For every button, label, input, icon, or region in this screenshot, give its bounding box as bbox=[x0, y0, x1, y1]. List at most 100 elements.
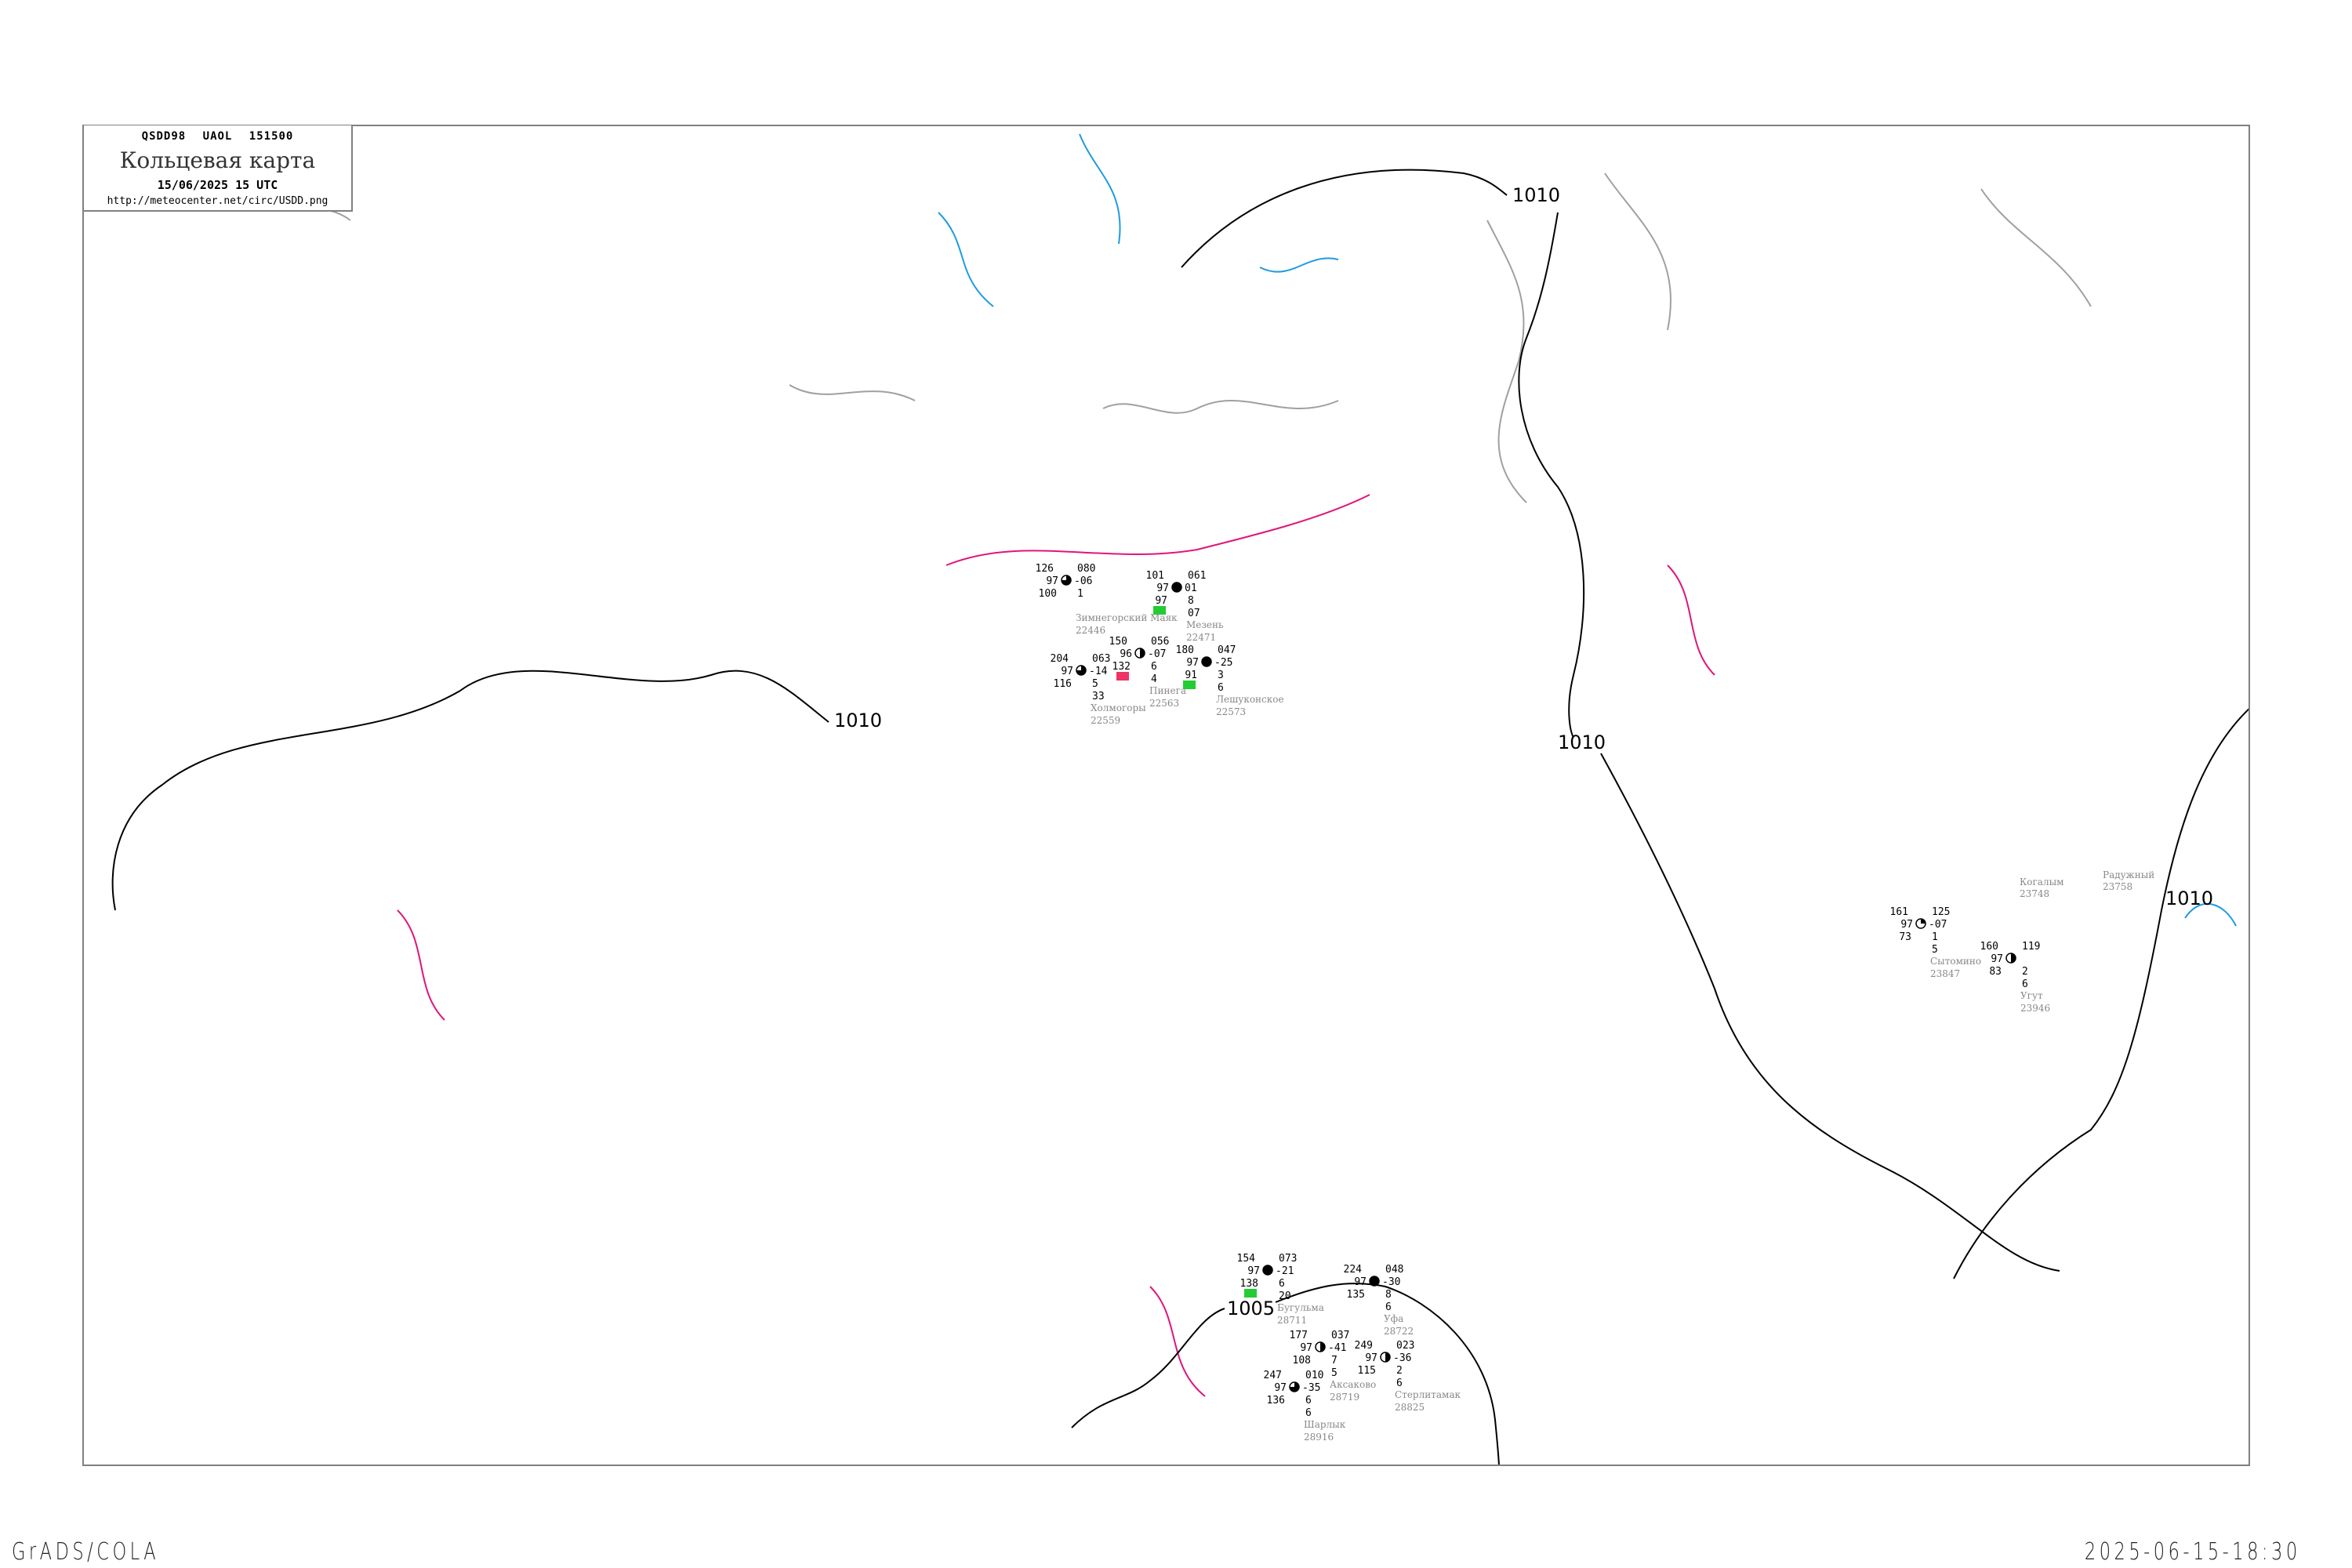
station-value-bl: 73 bbox=[1899, 931, 1911, 943]
station-value-br1: 8 bbox=[1188, 595, 1194, 607]
station-value-tr: 119 bbox=[2022, 941, 2040, 953]
station-value-tl: 101 bbox=[1146, 570, 1164, 582]
weather-map: 1010 1010 1010 1010 1005 154 073 97 -21 138 6 20 Бу… bbox=[82, 125, 2250, 1466]
isobar-label: 1010 bbox=[834, 710, 882, 731]
station-id: 22471 bbox=[1186, 632, 1216, 643]
station-value-bl: 138 bbox=[1240, 1278, 1258, 1290]
coastlines bbox=[256, 172, 2092, 503]
cloud-fill bbox=[2011, 953, 2016, 963]
map-header: QSDD98 UAOL 151500 Кольцевая карта 15/06… bbox=[84, 125, 353, 212]
source-url: http://meteocenter.net/circ/USDD.png bbox=[107, 195, 328, 207]
station-value-tl: 161 bbox=[1890, 906, 1908, 918]
station-value-br2: 07 bbox=[1188, 608, 1200, 619]
station-id: 22563 bbox=[1149, 698, 1179, 709]
station-value-br1: 7 bbox=[1331, 1355, 1338, 1367]
river bbox=[938, 133, 1339, 307]
observation-marker bbox=[1116, 672, 1129, 681]
isobar-label: 1010 bbox=[1512, 184, 1560, 206]
station-value-tl: 249 bbox=[1355, 1340, 1373, 1352]
observation-marker bbox=[1153, 606, 1166, 615]
cloud-fill bbox=[1140, 648, 1145, 658]
station-name: Бугульма bbox=[1277, 1302, 1324, 1313]
station-value-br1: 1 bbox=[1077, 588, 1083, 600]
station-name: Уфа bbox=[1384, 1313, 1403, 1324]
station-value-br2: 5 bbox=[1932, 944, 1938, 956]
station-value-mr: -14 bbox=[1089, 666, 1108, 677]
lake bbox=[2184, 903, 2237, 927]
station-value-tr: 061 bbox=[1188, 570, 1206, 582]
station-value-br1: 6 bbox=[1279, 1278, 1285, 1290]
station-id: 23946 bbox=[2020, 1003, 2050, 1014]
station-id: 28711 bbox=[1277, 1315, 1307, 1326]
station-value-mr: -06 bbox=[1074, 575, 1092, 587]
station-id: 22559 bbox=[1091, 715, 1120, 726]
cloud-fill bbox=[1202, 657, 1211, 666]
station-value-bl: 135 bbox=[1347, 1289, 1365, 1301]
isotherms bbox=[397, 494, 1715, 1397]
station-value-ml: 97 bbox=[1354, 1276, 1367, 1288]
station-value-tl: 150 bbox=[1109, 636, 1127, 648]
station-value-tr: 063 bbox=[1092, 653, 1110, 665]
station-value-ml: 97 bbox=[1156, 583, 1169, 594]
station-value-br2: 20 bbox=[1279, 1290, 1291, 1302]
station-value-ml: 97 bbox=[1991, 953, 2003, 965]
cloud-fill bbox=[1172, 583, 1181, 592]
station-value-tr: 023 bbox=[1396, 1340, 1414, 1352]
station-value-tl: 204 bbox=[1051, 653, 1069, 665]
station-value-mr: -07 bbox=[1929, 919, 1947, 931]
station-value-br2: 4 bbox=[1151, 673, 1157, 685]
station-value-tr: 037 bbox=[1331, 1330, 1349, 1341]
station-name: Мезень bbox=[1186, 619, 1224, 630]
station-value-bl: 83 bbox=[1989, 966, 2002, 978]
station-name: Шарлык bbox=[1304, 1419, 1346, 1430]
cloud-fill bbox=[1921, 919, 1926, 924]
cloud-fill bbox=[1263, 1265, 1272, 1275]
station-value-br1: 5 bbox=[1092, 678, 1098, 690]
isobar-1005 bbox=[1071, 1283, 1500, 1465]
observation-marker bbox=[1183, 681, 1196, 689]
station-value-br2: 6 bbox=[2022, 978, 2028, 990]
cloud-fill bbox=[1370, 1276, 1379, 1286]
station-value-ml: 96 bbox=[1120, 648, 1132, 660]
station-id: 22573 bbox=[1216, 706, 1246, 717]
station-value-tr: 080 bbox=[1077, 563, 1095, 575]
place-name: Когалым bbox=[2020, 877, 2063, 887]
station-value-tr: 010 bbox=[1305, 1370, 1323, 1381]
station-name: Угут bbox=[2020, 990, 2043, 1001]
station-value-mr: 01 bbox=[1185, 583, 1197, 594]
station-name: Аксаково bbox=[1330, 1379, 1376, 1390]
station-id: 23847 bbox=[1930, 968, 1960, 979]
station-value-mr: -36 bbox=[1393, 1352, 1411, 1364]
station-value-tl: 224 bbox=[1344, 1264, 1363, 1276]
station-value-tl: 126 bbox=[1036, 563, 1054, 575]
station-id: 28719 bbox=[1330, 1392, 1359, 1403]
station-value-br1: 1 bbox=[1932, 931, 1938, 943]
station-id: 28825 bbox=[1395, 1402, 1425, 1413]
isobar-1010-west bbox=[111, 670, 829, 911]
station-value-br1: 2 bbox=[2022, 966, 2028, 978]
station-plot[interactable]: 126 080 97 -06 100 1 Зимнегорский Маяк 22446 bbox=[1036, 563, 1178, 636]
station-id: 28916 bbox=[1304, 1432, 1334, 1443]
station-value-br2: 33 bbox=[1092, 691, 1105, 702]
place-id: 23748 bbox=[2020, 888, 2049, 899]
station-name: Лешуконское bbox=[1216, 694, 1284, 705]
station-value-ml: 97 bbox=[1061, 666, 1073, 677]
isobar-label: 1010 bbox=[2165, 887, 2213, 909]
isotherm bbox=[397, 494, 1715, 1397]
